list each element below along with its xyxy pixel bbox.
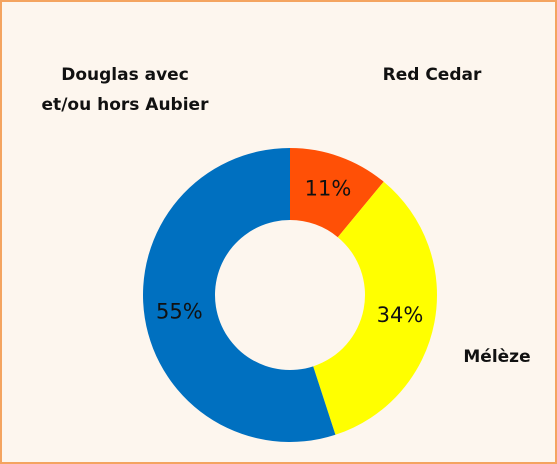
value-label: 11% xyxy=(305,177,352,201)
donut-slice xyxy=(142,148,336,442)
donut-slice xyxy=(313,181,437,435)
value-label: 34% xyxy=(377,303,424,327)
value-label: 55% xyxy=(156,300,203,324)
category-label: Red Cedar xyxy=(382,65,482,85)
category-label: Mélèze xyxy=(463,347,531,367)
category-label: Douglas avec et/ou hors Aubier xyxy=(41,65,209,115)
donut-slice xyxy=(290,148,384,238)
